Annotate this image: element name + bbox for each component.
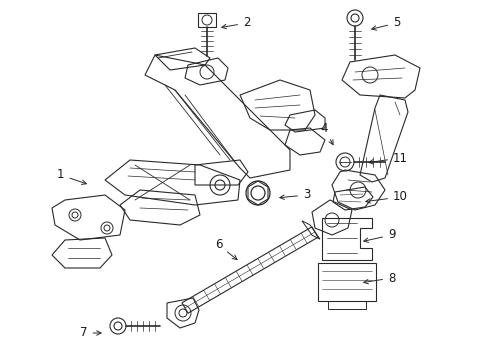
Text: 6: 6 xyxy=(215,238,237,260)
Text: 3: 3 xyxy=(280,189,310,202)
Text: 5: 5 xyxy=(372,17,400,30)
Text: 2: 2 xyxy=(222,17,250,30)
Text: 4: 4 xyxy=(320,122,333,145)
Text: 9: 9 xyxy=(364,229,395,242)
Text: 7: 7 xyxy=(80,327,101,339)
Text: 8: 8 xyxy=(364,271,395,284)
Text: 10: 10 xyxy=(366,190,408,203)
Text: 11: 11 xyxy=(369,152,408,165)
Text: 1: 1 xyxy=(57,168,86,184)
